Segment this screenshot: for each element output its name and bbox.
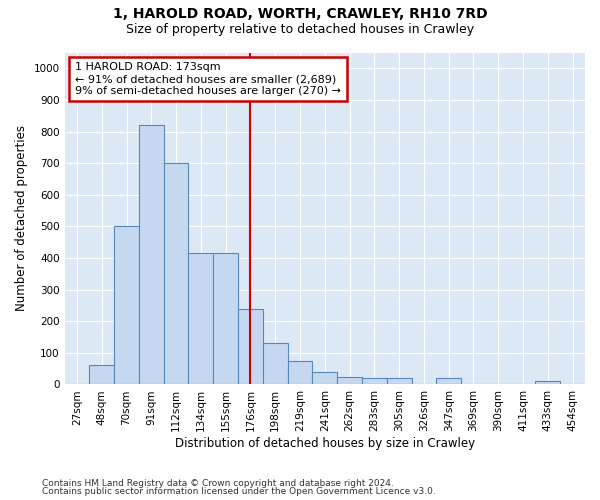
Bar — [287, 360, 313, 384]
Y-axis label: Number of detached properties: Number of detached properties — [15, 126, 28, 312]
Text: Size of property relative to detached houses in Crawley: Size of property relative to detached ho… — [126, 22, 474, 36]
Bar — [139, 125, 164, 384]
Bar — [238, 308, 263, 384]
Bar — [213, 254, 238, 384]
Bar — [337, 376, 362, 384]
Text: 1, HAROLD ROAD, WORTH, CRAWLEY, RH10 7RD: 1, HAROLD ROAD, WORTH, CRAWLEY, RH10 7RD — [113, 8, 487, 22]
Bar — [436, 378, 461, 384]
Bar — [387, 378, 412, 384]
Bar — [114, 226, 139, 384]
Bar — [535, 382, 560, 384]
Text: 1 HAROLD ROAD: 173sqm
← 91% of detached houses are smaller (2,689)
9% of semi-de: 1 HAROLD ROAD: 173sqm ← 91% of detached … — [75, 62, 341, 96]
Bar — [164, 163, 188, 384]
Bar — [362, 378, 387, 384]
Bar — [263, 344, 287, 384]
Bar — [313, 372, 337, 384]
Bar — [89, 366, 114, 384]
X-axis label: Distribution of detached houses by size in Crawley: Distribution of detached houses by size … — [175, 437, 475, 450]
Text: Contains HM Land Registry data © Crown copyright and database right 2024.: Contains HM Land Registry data © Crown c… — [42, 478, 394, 488]
Text: Contains public sector information licensed under the Open Government Licence v3: Contains public sector information licen… — [42, 487, 436, 496]
Bar — [188, 254, 213, 384]
